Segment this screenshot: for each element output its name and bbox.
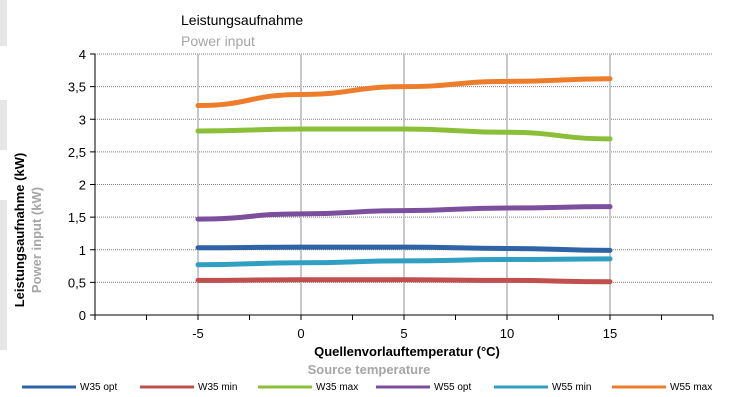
series-line-w35-min bbox=[195, 277, 613, 285]
y-tick-label: 3 bbox=[79, 112, 86, 127]
legend-label-w55-max: W55 max bbox=[670, 382, 712, 393]
series-line-w35-opt bbox=[195, 244, 613, 253]
legend-label-w55-min: W55 min bbox=[552, 382, 591, 393]
gridlines bbox=[95, 53, 713, 315]
x-tick-label: 15 bbox=[603, 326, 617, 341]
x-tick-label: 5 bbox=[400, 326, 407, 341]
side-bar-bottom bbox=[0, 200, 7, 350]
legend-label-w35-min: W35 min bbox=[198, 382, 237, 393]
y-tick-label: 0,5 bbox=[68, 275, 86, 290]
y-axis-label: Leistungsaufnahme (kW) bbox=[12, 153, 27, 308]
legend-label-w35-max: W35 max bbox=[316, 382, 358, 393]
series-lines bbox=[195, 76, 613, 285]
chart-subtitle: Power input bbox=[181, 33, 255, 49]
series-line-w35-max bbox=[195, 126, 613, 142]
x-tick-label: 0 bbox=[297, 326, 304, 341]
y-tick-label: 2 bbox=[79, 178, 86, 193]
y-tick-label: 1,5 bbox=[68, 210, 86, 225]
x-tick-label: 10 bbox=[500, 326, 514, 341]
y-tick-label: 1 bbox=[79, 243, 86, 258]
x-axis-label-en: Source temperature bbox=[308, 362, 431, 377]
legend: W35 opt W35 min W35 max W55 opt W55 min W55 m… bbox=[22, 382, 712, 393]
side-bar-middle bbox=[0, 100, 7, 150]
y-tick-labels: 0 0,5 1 1,5 2 2,5 3 3,5 4 bbox=[68, 47, 86, 323]
series-line-w55-min bbox=[195, 256, 613, 268]
y-axis-label-en: Power input (kW) bbox=[29, 187, 44, 293]
side-bar-top bbox=[0, 0, 7, 46]
series-line-w55-max bbox=[195, 76, 613, 109]
x-axis-label: Quellenvorlauftemperatur (°C) bbox=[314, 344, 500, 359]
legend-label-w35-opt: W35 opt bbox=[80, 382, 117, 393]
axes bbox=[90, 53, 714, 320]
y-tick-label: 2,5 bbox=[68, 145, 86, 160]
y-tick-label: 3,5 bbox=[68, 80, 86, 95]
legend-label-w55-opt: W55 opt bbox=[434, 382, 471, 393]
x-tick-labels: -5 0 5 10 15 bbox=[192, 326, 617, 341]
x-tick-label: -5 bbox=[192, 326, 204, 341]
y-tick-label: 4 bbox=[79, 47, 86, 62]
chart-title: Leistungsaufnahme bbox=[181, 12, 303, 28]
y-tick-label: 0 bbox=[79, 308, 86, 323]
series-line-w55-opt bbox=[195, 204, 613, 222]
